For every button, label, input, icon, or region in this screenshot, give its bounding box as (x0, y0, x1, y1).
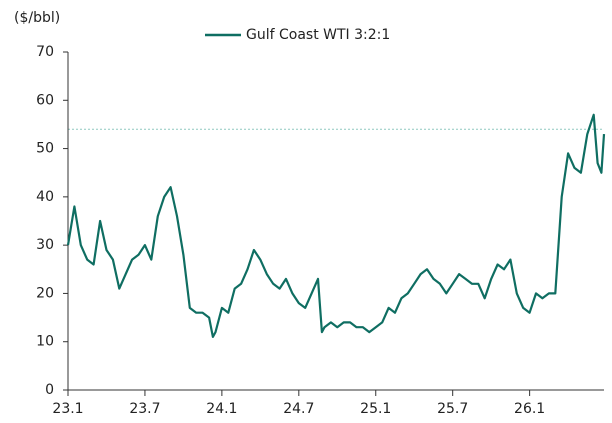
x-tick-label: 25.7 (437, 401, 468, 417)
x-tick-label: 26.1 (514, 401, 545, 417)
y-tick-label: 40 (36, 189, 54, 205)
y-tick-label: 60 (36, 92, 54, 108)
x-tick-label: 24.1 (206, 401, 237, 417)
y-tick-label: 20 (36, 285, 54, 301)
y-tick-label: 30 (36, 237, 54, 253)
x-tick-label: 24.7 (283, 401, 314, 417)
data-line (66, 113, 606, 338)
y-axis-label: ($/bbl) (14, 10, 60, 26)
y-tick-label: 50 (36, 141, 54, 157)
x-tick-label: 25.1 (360, 401, 391, 417)
y-tick-label: 10 (36, 334, 54, 350)
y-tick-label: 0 (45, 382, 54, 398)
y-tick-label: 70 (36, 44, 54, 60)
legend-label: Gulf Coast WTI 3:2:1 (246, 27, 390, 43)
x-tick-label: 23.7 (129, 401, 160, 417)
x-tick-label: 23.1 (52, 401, 83, 417)
